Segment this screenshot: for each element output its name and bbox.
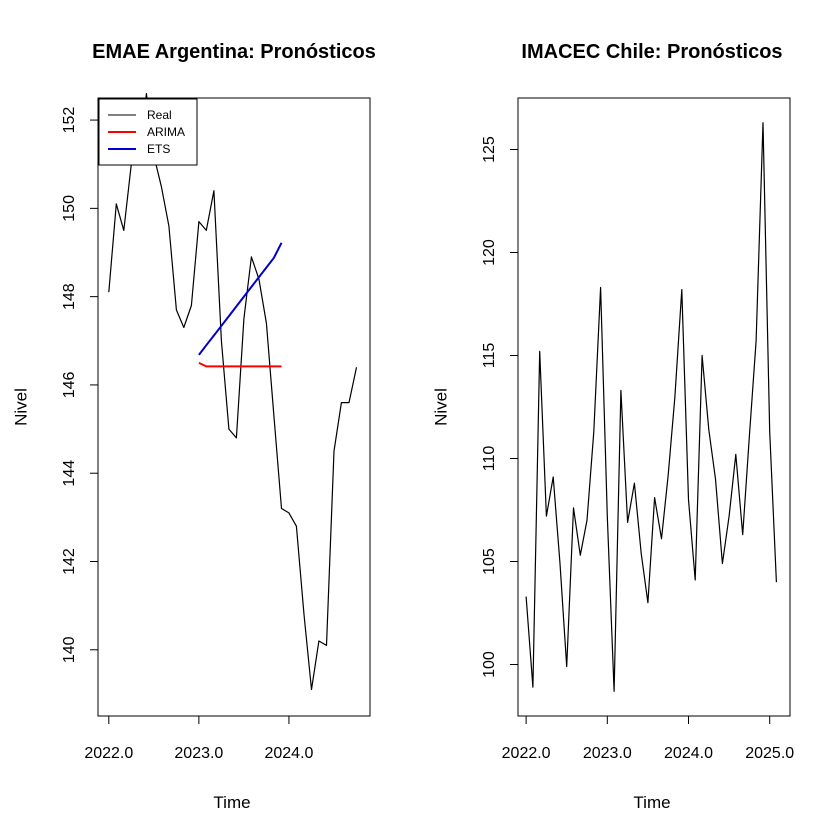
legend-label-ets: ETS [147, 142, 170, 156]
y-tick-label: 115 [481, 343, 498, 369]
y-tick-label: 140 [61, 636, 78, 663]
series-line-arima [198, 361, 282, 368]
chart-title: EMAE Argentina: Pronósticos [92, 41, 376, 63]
y-tick-label: 150 [61, 195, 78, 222]
plot-frame [97, 97, 371, 717]
y-tick-label: 144 [61, 460, 78, 487]
x-tick-label: 2024.0 [664, 745, 713, 762]
y-tick-label: 146 [61, 371, 78, 398]
y-tick-label: 152 [61, 107, 78, 134]
y-axis-label: Nivel [431, 388, 450, 426]
x-tick-label: 2023.0 [174, 745, 223, 762]
legend: Real ARIMA ETS [98, 98, 198, 166]
y-tick-label: 100 [481, 651, 498, 678]
y-tick-label: 142 [61, 548, 78, 575]
chart-panel-1: EMAE Argentina: Pronósticos 2022.0 2023.0 2… [11, 41, 375, 812]
y-axis-label: Nivel [11, 388, 30, 426]
series-line-real [108, 92, 358, 691]
y-tick-label: 105 [481, 548, 498, 575]
y-tick-label: 125 [481, 136, 498, 163]
chart-title: IMACEC Chile: Pronósticos [521, 41, 782, 63]
y-tick-label: 148 [61, 283, 78, 310]
series-line-ets [198, 242, 283, 356]
x-axis-label: Time [633, 793, 670, 812]
x-tick-label: 2023.0 [583, 745, 632, 762]
x-axis-label: Time [213, 793, 250, 812]
y-tick-label: 110 [481, 446, 498, 472]
x-tick-label: 2024.0 [264, 745, 313, 762]
y-tick-label: 120 [481, 239, 498, 266]
chart-panel-2: IMACEC Chile: Pronósticos 2022.0 2023.0 202… [431, 41, 794, 812]
series-line [525, 122, 777, 692]
legend-label-arima: ARIMA [147, 125, 185, 139]
legend-label-real: Real [147, 108, 172, 122]
x-tick-label: 2022.0 [502, 745, 551, 762]
x-tick-label: 2025.0 [745, 745, 794, 762]
plot-frame [517, 97, 791, 717]
x-tick-label: 2022.0 [84, 745, 133, 762]
